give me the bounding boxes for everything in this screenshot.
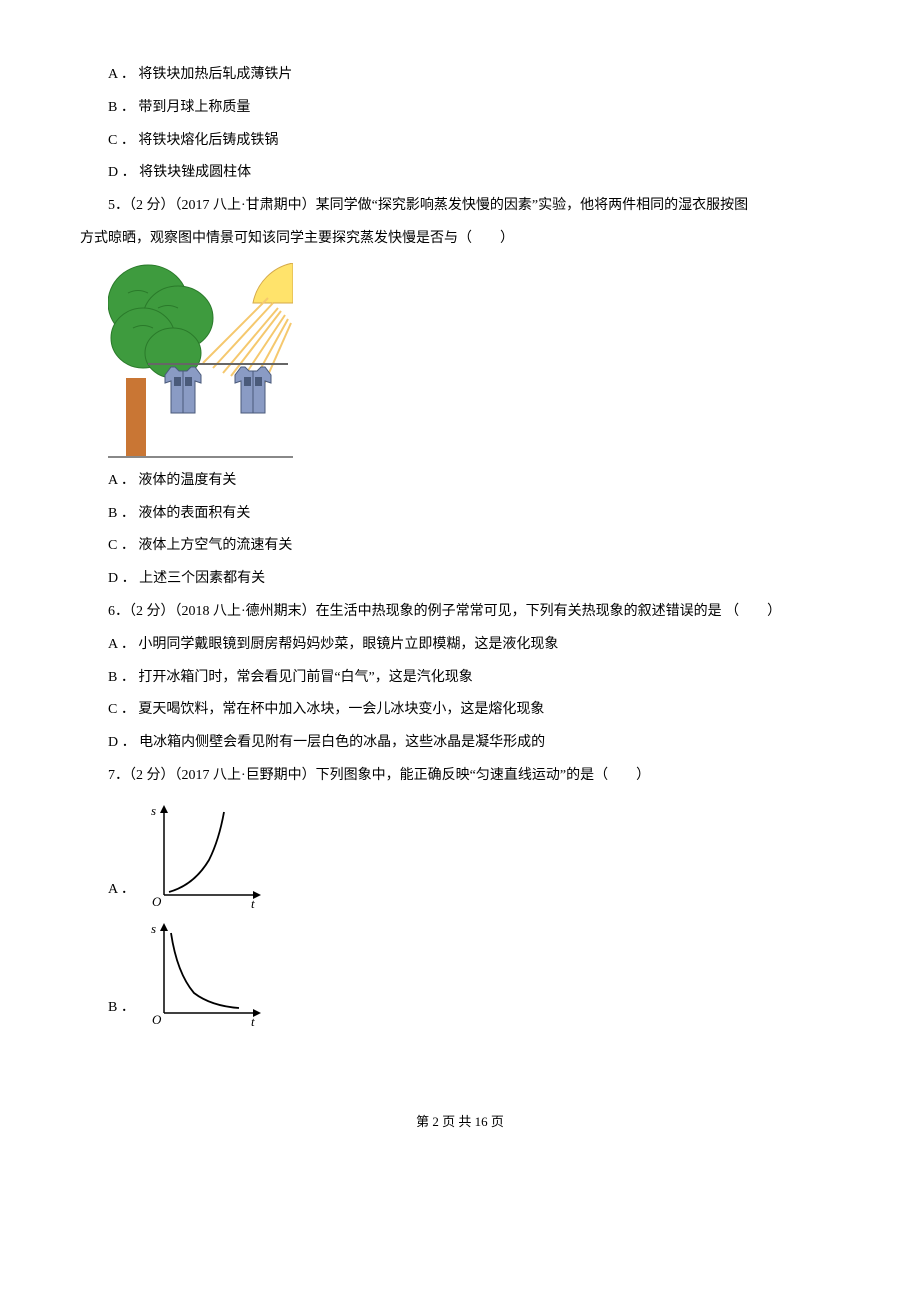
q4-option-d: D ． 将铁块锉成圆柱体 — [80, 158, 840, 189]
q6-option-c: C ． 夏天喝饮料，常在杯中加入冰块，一会儿冰块变小，这是熔化现象 — [80, 695, 840, 726]
q5-option-d: D ． 上述三个因素都有关 — [80, 564, 840, 595]
q5-option-c: C ． 液体上方空气的流速有关 — [80, 531, 840, 562]
q5-option-a: A ． 液体的温度有关 — [80, 466, 840, 497]
q7-graph-a: s t O — [139, 800, 269, 910]
graph-b-xlabel: t — [251, 1014, 255, 1028]
graph-a-xlabel: t — [251, 896, 255, 910]
q6-option-b: B ． 打开冰箱门时，常会看见门前冒“白气”，这是汽化现象 — [80, 663, 840, 694]
page-footer: 第 2 页 共 16 页 — [80, 1108, 840, 1137]
q6-stem: 6．（2 分）（2018 八上·德州期末）在生活中热现象的例子常常可见，下列有关… — [80, 597, 840, 628]
q5-stem-line2: 方式晾晒，观察图中情景可知该同学主要探究蒸发快慢是否与（ ） — [80, 224, 840, 255]
q6-option-d: D ． 电冰箱内侧壁会看见附有一层白色的冰晶，这些冰晶是凝华形成的 — [80, 728, 840, 759]
shirt-right — [233, 365, 273, 415]
q4-option-a: A ． 将铁块加热后轧成薄铁片 — [80, 60, 840, 91]
q5-figure — [80, 263, 840, 458]
q7-option-b-label: B ． — [108, 993, 135, 1028]
ground-line — [108, 456, 293, 458]
graph-b-origin: O — [152, 1012, 162, 1027]
q7-option-b-row: B ． s t O — [80, 918, 840, 1028]
q6-option-a: A ． 小明同学戴眼镜到厨房帮妈妈炒菜，眼镜片立即模糊，这是液化现象 — [80, 630, 840, 661]
q4-option-b: B ． 带到月球上称质量 — [80, 93, 840, 124]
q5-option-b: B ． 液体的表面积有关 — [80, 499, 840, 530]
q7-option-a-row: A ． s t O — [80, 800, 840, 910]
q7-graph-b: s t O — [139, 918, 269, 1028]
graph-a-origin: O — [152, 894, 162, 909]
q7-option-a-label: A ． — [108, 875, 135, 910]
shirt-left — [163, 365, 203, 415]
q4-option-c: C ． 将铁块熔化后铸成铁锅 — [80, 126, 840, 157]
graph-b-ylabel: s — [151, 921, 156, 936]
q5-stem-line1: 5．（2 分）（2017 八上·甘肃期中）某同学做“探究影响蒸发快慢的因素”实验… — [80, 191, 840, 222]
graph-a-ylabel: s — [151, 803, 156, 818]
q7-stem: 7．（2 分）（2017 八上·巨野期中）下列图象中，能正确反映“匀速直线运动”… — [80, 761, 840, 792]
